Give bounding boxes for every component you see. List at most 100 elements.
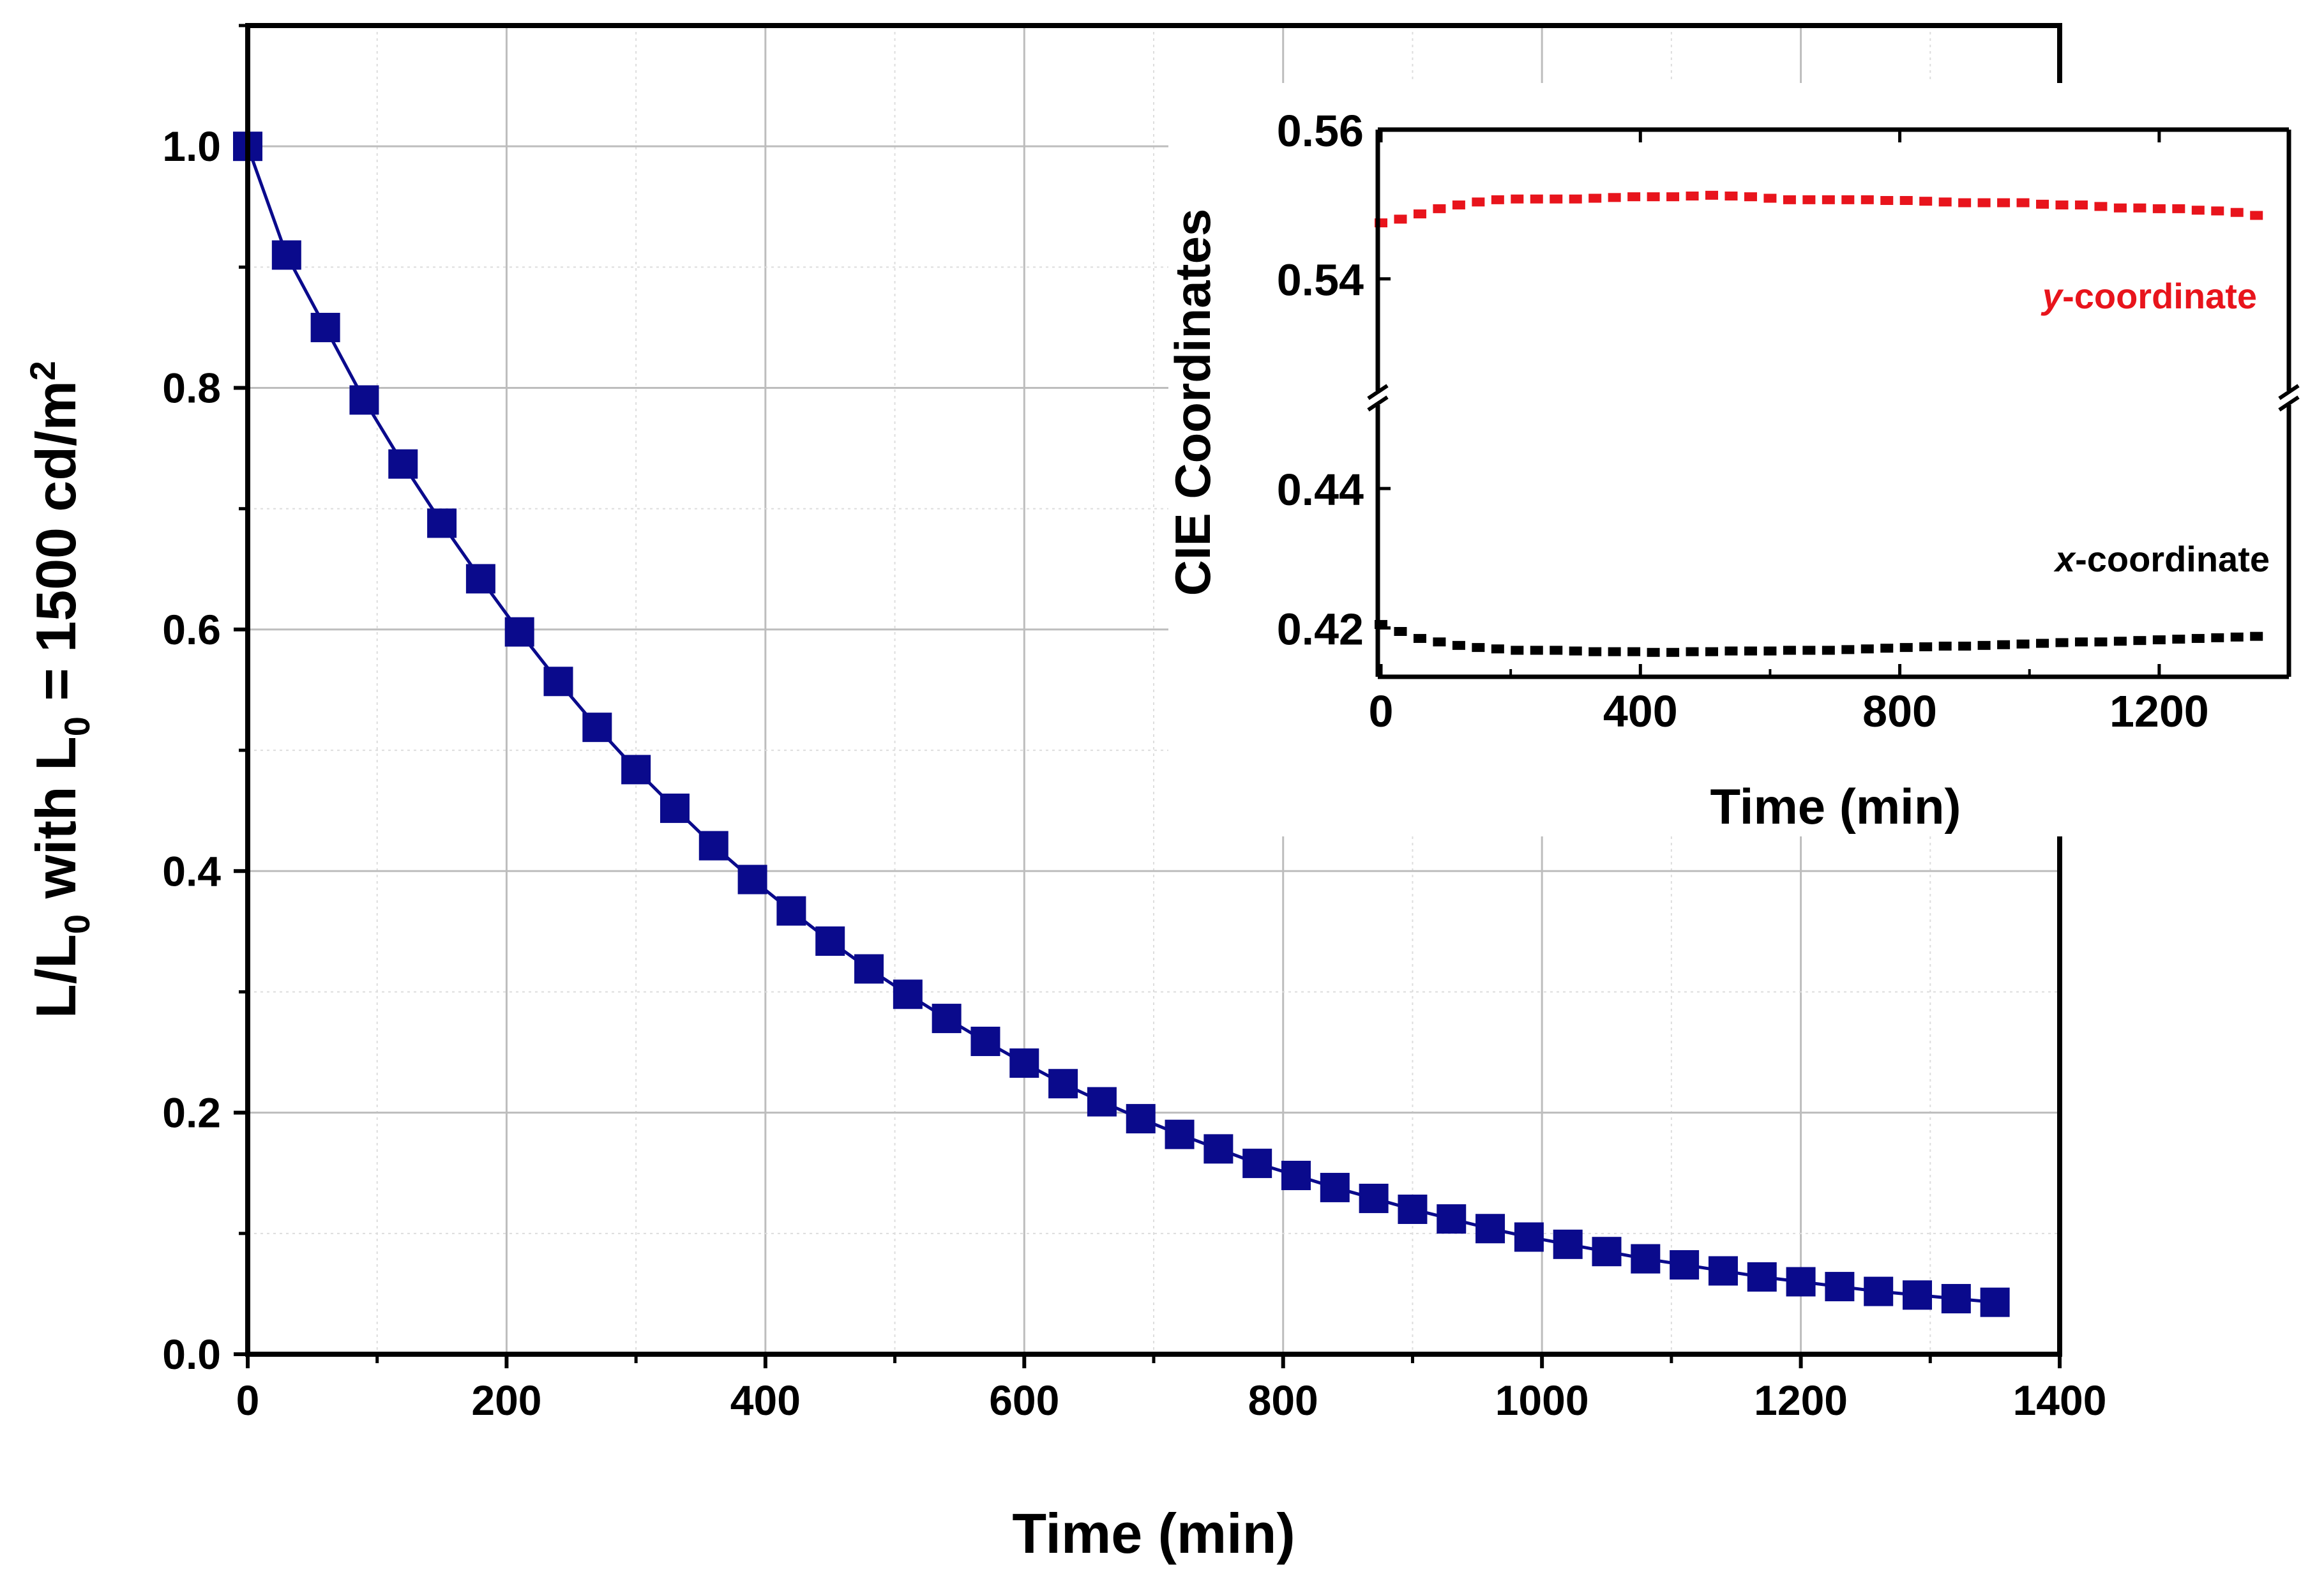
inset-x-tick-label: 0: [1369, 686, 1394, 736]
x-coordinate-marker: [2016, 639, 2030, 649]
y-coordinate-marker: [1977, 198, 1991, 208]
y-coordinate-marker: [1433, 204, 1446, 213]
x-tick-label: 800: [1248, 1377, 1318, 1424]
data-point-marker: [1553, 1229, 1583, 1259]
y-coordinate-marker: [1569, 194, 1582, 204]
y-coordinate-marker: [1938, 197, 1952, 207]
y-coordinate-annotation: y-coordinate: [2041, 276, 2257, 316]
data-point-marker: [1437, 1204, 1467, 1234]
inset-x-tick-label: 400: [1603, 686, 1678, 736]
x-coordinate-marker: [1588, 647, 1602, 656]
x-coordinate-marker: [1802, 646, 1816, 655]
data-point-marker: [1204, 1134, 1234, 1164]
data-point-marker: [660, 793, 690, 823]
data-point-marker: [932, 1004, 962, 1034]
y-coordinate-marker: [1822, 195, 1835, 204]
y-coordinate-marker: [2133, 203, 2147, 213]
y-coordinate-marker: [2055, 200, 2069, 210]
main-series-line: [246, 146, 1995, 1304]
x-coordinate-marker: [1686, 647, 1699, 656]
x-coordinate-marker: [2094, 637, 2108, 647]
inset-y-tick-label: 0.56: [1277, 106, 1364, 156]
inset-y-tick-label: 0.42: [1277, 605, 1364, 654]
x-coordinate-marker: [2191, 633, 2205, 643]
y-coordinate-marker: [1899, 196, 1913, 206]
data-point-marker: [349, 385, 379, 415]
y-coordinate-marker: [1802, 195, 1816, 204]
data-point-marker: [1708, 1256, 1738, 1286]
x-coordinate-annotation: x-coordinate: [2053, 539, 2270, 579]
data-point-marker: [504, 617, 534, 647]
inset-frame: [1375, 127, 2291, 679]
inset-y-tick-label: 0.44: [1277, 465, 1364, 515]
main-series-markers: [233, 132, 2010, 1317]
x-coordinate-marker: [1452, 640, 1465, 650]
inset-x-coordinate-markers: [1375, 620, 2263, 657]
x-coordinate-marker: [1880, 644, 1894, 653]
y-coordinate-marker: [1491, 195, 1504, 204]
x-coordinate-marker: [2036, 638, 2049, 648]
y-tick-label: 0.6: [162, 606, 221, 653]
data-point-marker: [1514, 1222, 1544, 1252]
data-point-marker: [1475, 1214, 1505, 1244]
data-point-marker: [271, 240, 301, 270]
x-coordinate-marker: [2152, 635, 2166, 645]
x-coordinate-marker: [1627, 647, 1641, 656]
x-coordinate-marker: [1724, 646, 1738, 656]
y-coordinate-marker: [1841, 195, 1855, 204]
data-point-marker: [1747, 1262, 1777, 1292]
y-coordinate-marker: [2230, 208, 2244, 217]
data-point-marker: [1670, 1250, 1700, 1280]
inset-y-tick-label: 0.54: [1277, 255, 1364, 305]
inset-y-coordinate-markers: [1375, 190, 2263, 228]
y-tick-label: 1.0: [162, 123, 221, 170]
y-coordinate-marker: [1511, 194, 1524, 204]
data-point-marker: [1359, 1183, 1389, 1213]
y-coordinate-marker: [1724, 192, 1738, 201]
y-tick-label: 0.4: [162, 847, 221, 895]
x-tick-label: 200: [471, 1377, 541, 1424]
y-coordinate-marker: [2172, 204, 2185, 213]
y-coordinate-marker: [1880, 196, 1894, 206]
x-coordinate-marker: [2250, 631, 2263, 641]
x-coordinate-marker: [1666, 647, 1680, 657]
data-point-marker: [1087, 1087, 1117, 1117]
x-coordinate-marker: [2133, 636, 2147, 646]
data-point-marker: [1009, 1048, 1039, 1078]
y-coordinate-marker: [2250, 211, 2263, 220]
x-tick-label: 1000: [1495, 1377, 1589, 1424]
x-coordinate-marker: [1394, 627, 1407, 636]
y-coordinate-marker: [2211, 206, 2224, 216]
y-coordinate-marker: [1472, 197, 1485, 207]
inset-x-tick-label: 1200: [2109, 686, 2209, 736]
x-coordinate-marker: [1841, 645, 1855, 654]
x-coordinate-marker: [1413, 633, 1426, 643]
inset-axis-break-right: [2278, 384, 2300, 412]
y-tick-label: 0.2: [162, 1089, 221, 1137]
x-coordinate-marker: [1569, 646, 1582, 656]
data-point-marker: [815, 926, 845, 956]
data-point-marker: [1165, 1119, 1195, 1149]
x-coordinate-marker: [1530, 646, 1543, 655]
y-coordinate-marker: [1919, 197, 1933, 206]
y-coordinate-marker: [1452, 200, 1465, 210]
y-coordinate-marker: [1997, 198, 2011, 208]
y-coordinate-marker: [1783, 195, 1796, 204]
x-coordinate-marker: [2055, 638, 2069, 647]
data-point-marker: [1398, 1194, 1428, 1224]
data-point-marker: [1786, 1267, 1816, 1297]
y-coordinate-marker: [2036, 199, 2049, 209]
x-coordinate-marker: [2211, 633, 2224, 642]
y-coordinate-marker: [1705, 190, 1719, 200]
inset-background: [1168, 83, 2324, 836]
y-coordinate-marker: [1958, 198, 1972, 208]
y-coordinate-marker: [2152, 204, 2166, 213]
x-coordinate-marker: [1822, 646, 1835, 655]
y-coordinate-marker: [1763, 193, 1777, 203]
main-y-axis-label: L/L0 with L0 = 1500 cd/m2: [22, 361, 97, 1018]
y-coordinate-marker: [1860, 195, 1874, 204]
x-tick-label: 400: [730, 1377, 801, 1424]
y-coordinate-marker: [1588, 193, 1602, 203]
data-point-marker: [1242, 1149, 1272, 1179]
data-point-marker: [310, 312, 340, 342]
